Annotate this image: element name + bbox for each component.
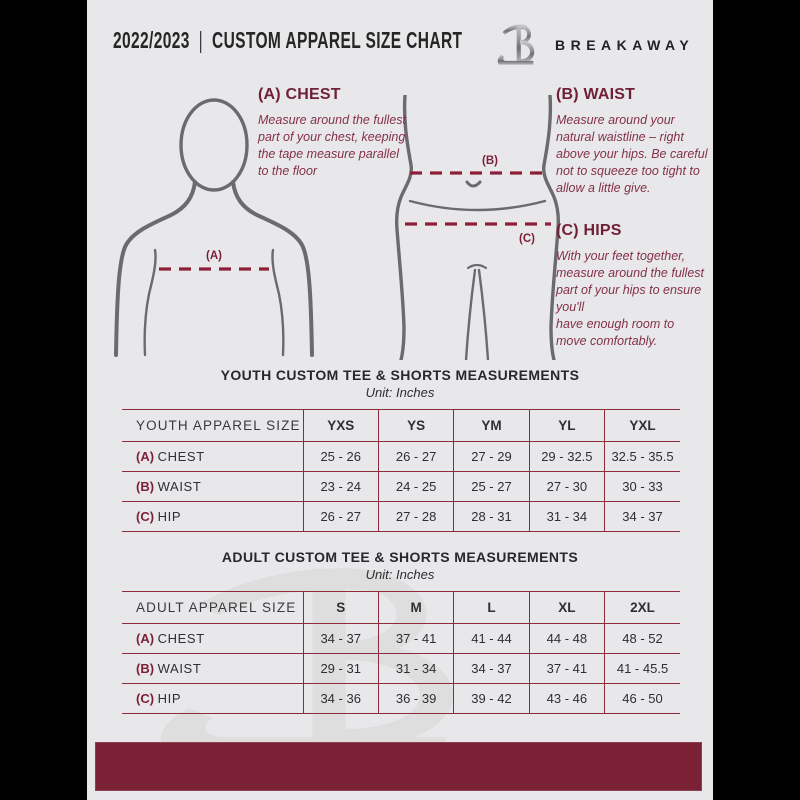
column-header-xl: XL (528, 591, 605, 624)
row-marker: (B) (136, 661, 155, 676)
waist-instructions: Measure around your natural waistline – … (556, 113, 708, 195)
marker-b-label: (B) (482, 155, 498, 167)
column-header-apparel-size: YOUTH APPAREL SIZE (122, 409, 303, 442)
cell-value: 31 - 34 (528, 501, 605, 532)
cell-value: 41 - 44 (453, 623, 530, 654)
cell-value: 31 - 34 (377, 653, 454, 684)
figure-head (179, 98, 249, 192)
cell-value: 29 - 31 (302, 653, 379, 684)
cell-value: 28 - 31 (453, 501, 530, 532)
youth-table-unit: Unit: Inches (365, 385, 435, 400)
chest-measurement-diagram: (A) (114, 98, 314, 357)
cell-value: 39 - 42 (453, 683, 530, 714)
row-marker: (B) (136, 479, 155, 494)
footer-bar (95, 742, 702, 791)
adult-size-table: ADULT APPAREL SIZE S M L XL 2XL (A) CHES… (122, 591, 680, 714)
header-year: 2022/2023 (113, 28, 190, 54)
hips-heading: (C) HIPS (556, 222, 622, 239)
header-separator: | (198, 28, 204, 54)
size-chart-document: 2022/2023 | CUSTOM APPAREL SIZE CHART BREA… (87, 0, 713, 800)
row-label: HIP (157, 509, 182, 524)
table-header-row: ADULT APPAREL SIZE S M L XL 2XL (122, 591, 680, 624)
cell-value: 41 - 45.5 (604, 653, 680, 684)
cell-value: 25 - 26 (302, 441, 379, 472)
adult-table-title: ADULT CUSTOM TEE & SHORTS MEASUREMENTS (221, 549, 579, 565)
chest-heading: (A) CHEST (258, 86, 341, 103)
row-marker: (C) (136, 691, 155, 706)
waist-hip-measurement-diagram: (B) (C) (394, 95, 561, 360)
cell-value: 34 - 36 (302, 683, 379, 714)
column-header-l: L (453, 591, 530, 624)
cell-value: 34 - 37 (302, 623, 379, 654)
row-label: HIP (157, 691, 182, 706)
cell-value: 48 - 52 (604, 623, 680, 654)
table-row-waist: (B) WAIST 23 - 24 24 - 25 25 - 27 27 - 3… (122, 471, 680, 502)
brand-name: BREAKAWAY (555, 37, 695, 53)
youth-table-title: YOUTH CUSTOM TEE & SHORTS MEASUREMENTS (220, 367, 580, 383)
column-header-2xl: 2XL (604, 591, 680, 624)
column-header-yl: YL (528, 409, 605, 442)
column-header-yxl: YXL (604, 409, 680, 442)
adult-measurements-section: ADULT CUSTOM TEE & SHORTS MEASUREMENTS U… (87, 548, 713, 714)
cell-value: 37 - 41 (377, 623, 454, 654)
column-header-s: S (302, 591, 379, 624)
table-row-waist: (B) WAIST 29 - 31 31 - 34 34 - 37 37 - 4… (122, 653, 680, 684)
cell-value: 43 - 46 (528, 683, 605, 714)
cell-value: 34 - 37 (453, 653, 530, 684)
row-label: WAIST (157, 661, 202, 676)
cell-value: 29 - 32.5 (528, 441, 605, 472)
row-marker: (C) (136, 509, 155, 524)
table-row-chest: (A) CHEST 25 - 26 26 - 27 27 - 29 29 - 3… (122, 441, 680, 472)
marker-c-label: (C) (519, 233, 535, 245)
row-label: CHEST (157, 449, 205, 464)
chest-instructions: Measure around the fullest part of your … (258, 113, 407, 178)
cell-value: 37 - 41 (528, 653, 605, 684)
column-header-yxs: YXS (302, 409, 379, 442)
cell-value: 25 - 27 (453, 471, 530, 502)
cell-value: 46 - 50 (604, 683, 680, 714)
column-header-ys: YS (377, 409, 454, 442)
table-row-chest: (A) CHEST 34 - 37 37 - 41 41 - 44 44 - 4… (122, 623, 680, 654)
youth-size-table: YOUTH APPAREL SIZE YXS YS YM YL YXL (A) … (122, 409, 680, 532)
cell-value: 27 - 28 (377, 501, 454, 532)
cell-value: 30 - 33 (604, 471, 680, 502)
row-label: CHEST (157, 631, 205, 646)
cell-value: 27 - 30 (528, 471, 605, 502)
table-row-hip: (C) HIP 34 - 36 36 - 39 39 - 42 43 - 46 … (122, 683, 680, 714)
column-header-ym: YM (453, 409, 530, 442)
navel-mark (465, 180, 482, 188)
cell-value: 36 - 39 (377, 683, 454, 714)
cell-value: 32.5 - 35.5 (604, 441, 680, 472)
cell-value: 44 - 48 (528, 623, 605, 654)
column-header-apparel-size: ADULT APPAREL SIZE (122, 591, 303, 624)
youth-measurements-section: YOUTH CUSTOM TEE & SHORTS MEASUREMENTS U… (87, 366, 713, 532)
cell-value: 34 - 37 (604, 501, 680, 532)
column-header-m: M (377, 591, 454, 624)
cell-value: 24 - 25 (377, 471, 454, 502)
cell-value: 26 - 27 (377, 441, 454, 472)
cell-value: 26 - 27 (302, 501, 379, 532)
table-row-hip: (C) HIP 26 - 27 27 - 28 28 - 31 31 - 34 … (122, 501, 680, 532)
cell-value: 23 - 24 (302, 471, 379, 502)
marker-a-label: (A) (206, 250, 222, 262)
row-marker: (A) (136, 631, 155, 646)
hips-instructions: With your feet together, measure around … (556, 249, 705, 348)
row-marker: (A) (136, 449, 155, 464)
document-header: 2022/2023 | CUSTOM APPAREL SIZE CHART (113, 28, 462, 55)
page-title: CUSTOM APPAREL SIZE CHART (211, 28, 463, 54)
adult-table-unit: Unit: Inches (365, 567, 435, 582)
waist-heading: (B) WAIST (556, 86, 636, 103)
breakaway-b-logo-icon (497, 24, 535, 65)
row-label: WAIST (157, 479, 202, 494)
table-header-row: YOUTH APPAREL SIZE YXS YS YM YL YXL (122, 409, 680, 442)
cell-value: 27 - 29 (453, 441, 530, 472)
